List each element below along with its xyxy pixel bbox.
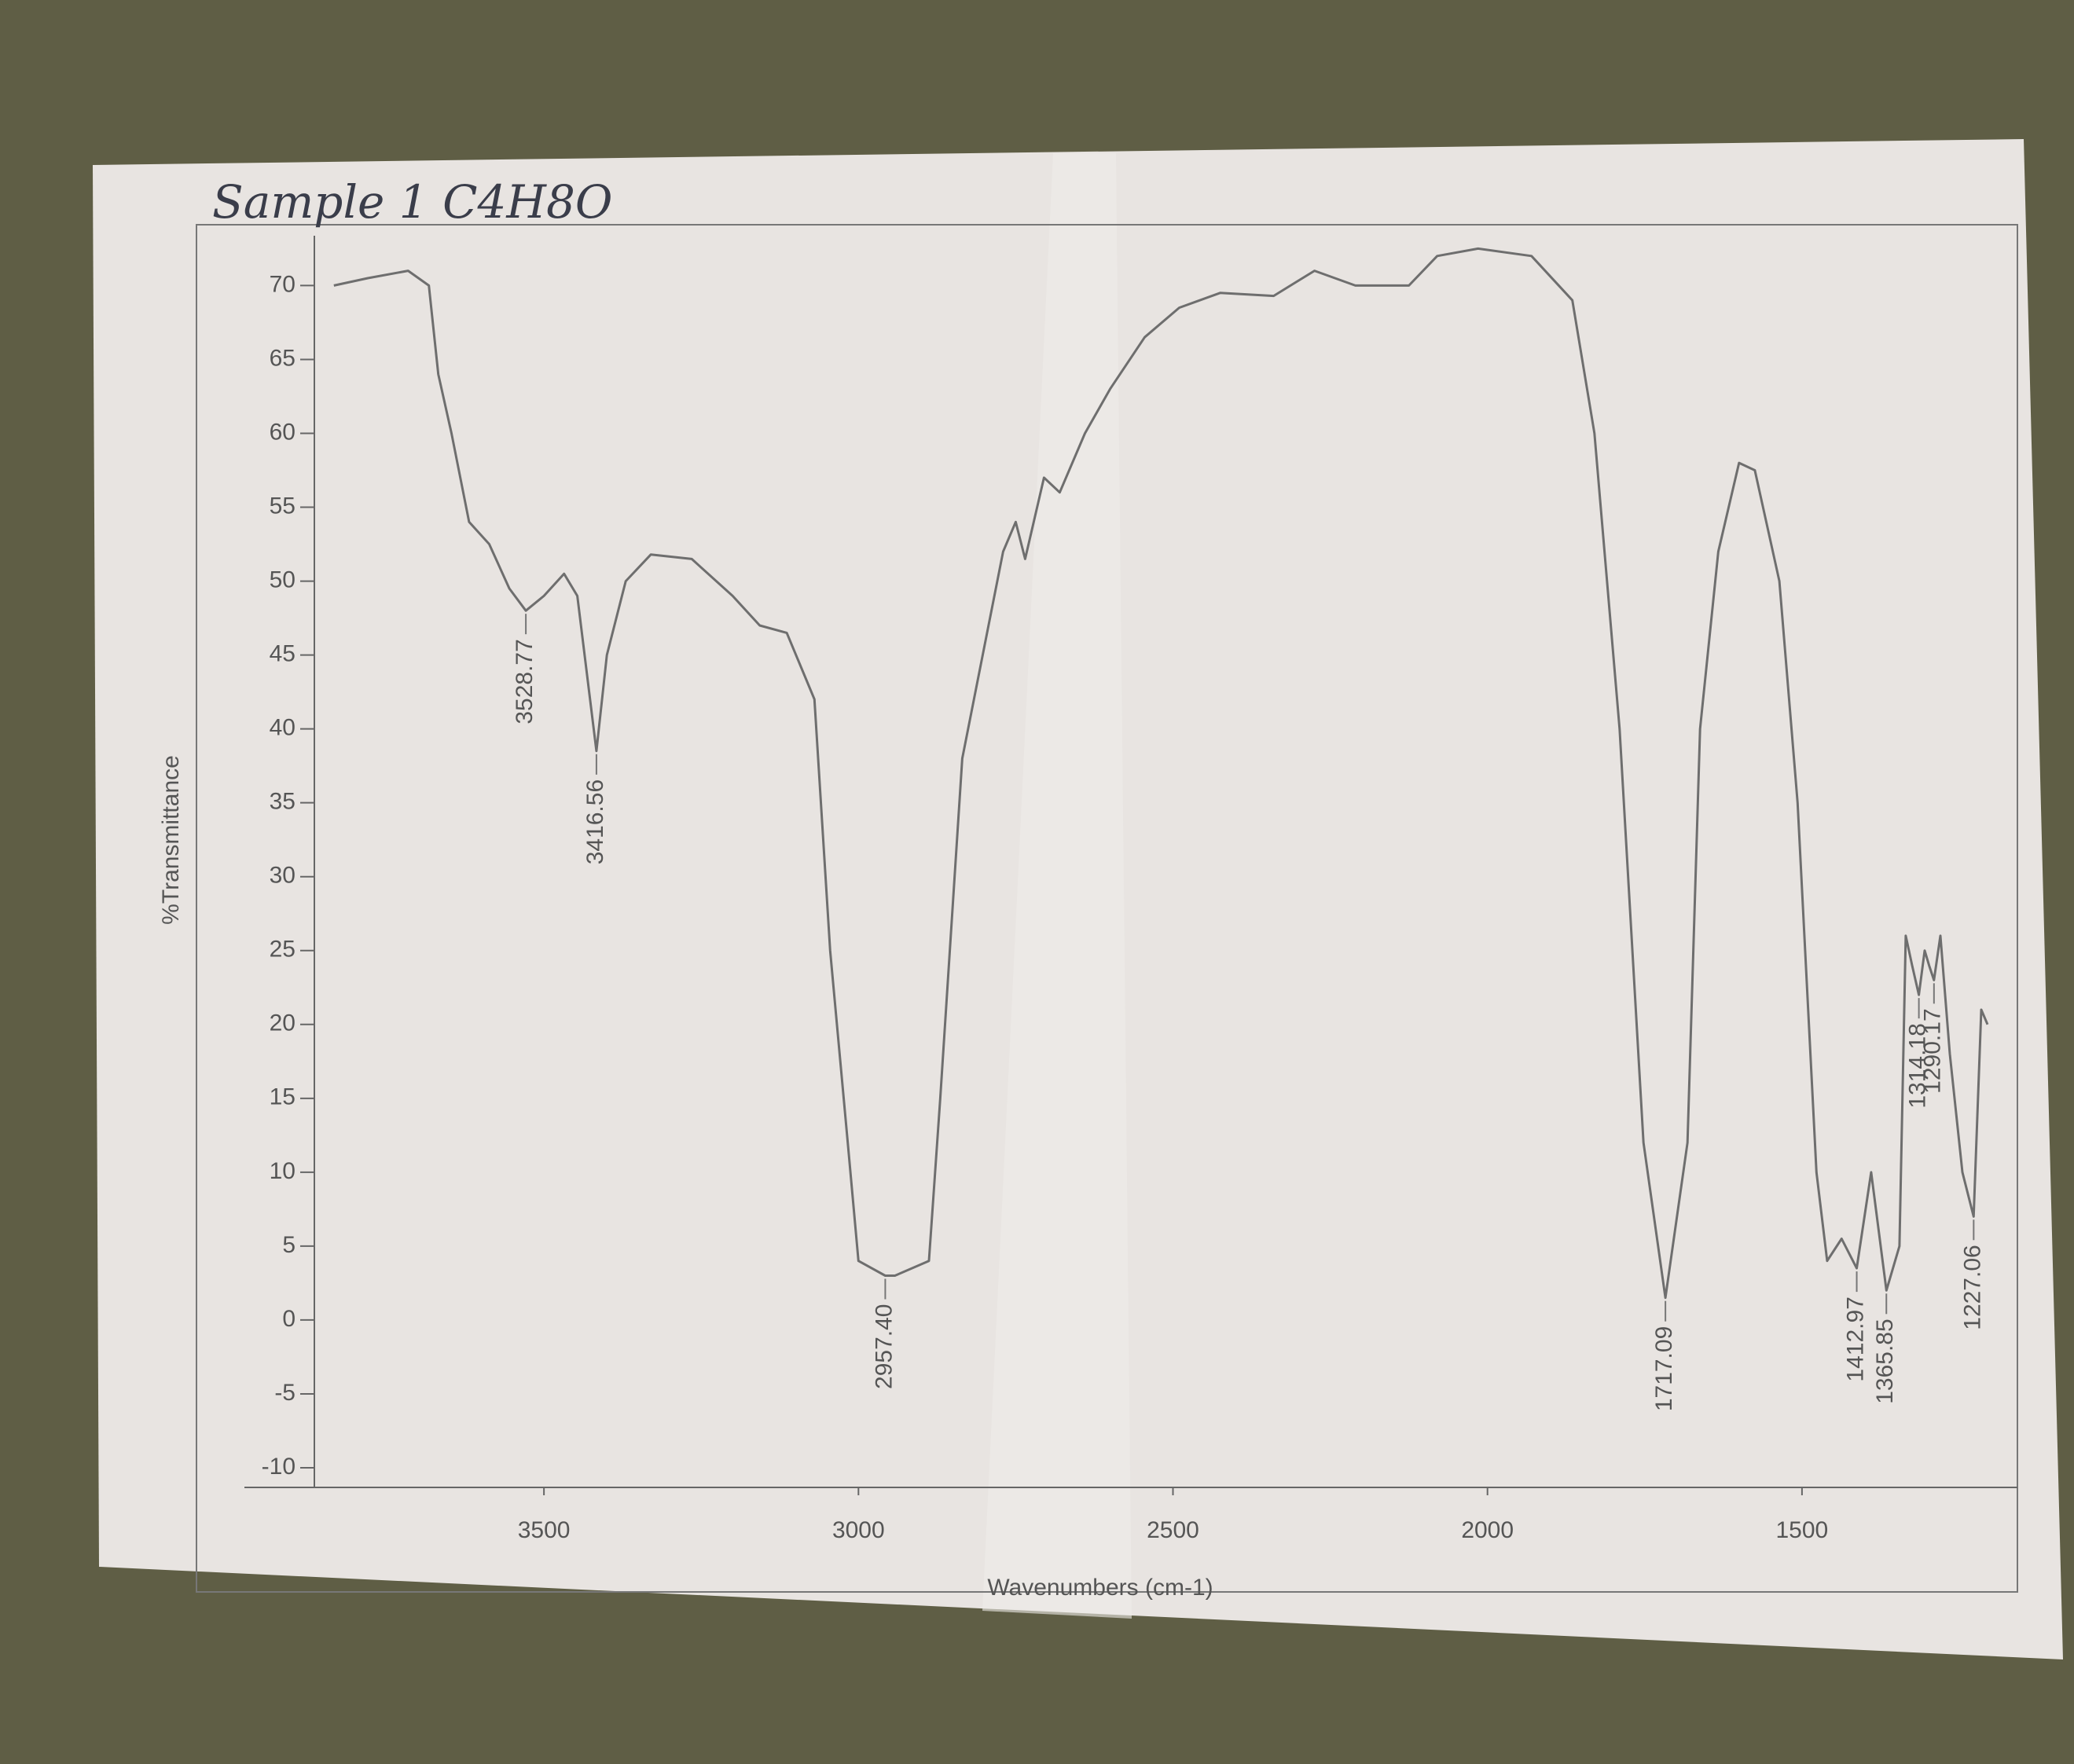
x-tick-label: 2000 bbox=[1461, 1517, 1514, 1543]
y-tick-label: 10 bbox=[270, 1158, 295, 1184]
y-tick-label: 65 bbox=[270, 345, 295, 371]
y-axis-label: %Transmittance bbox=[158, 755, 184, 925]
y-tick-label: 20 bbox=[270, 1010, 295, 1036]
y-tick-label: 30 bbox=[270, 863, 295, 889]
y-tick-label: 5 bbox=[282, 1232, 295, 1258]
y-tick-label: 0 bbox=[282, 1306, 295, 1332]
y-tick-label: 45 bbox=[270, 641, 295, 667]
y-tick-label: 15 bbox=[270, 1084, 295, 1110]
y-tick-label: 55 bbox=[270, 493, 295, 519]
x-tick-label: 3500 bbox=[518, 1517, 571, 1543]
y-tick-label: 60 bbox=[270, 419, 295, 445]
peak-label: 1290.17 bbox=[1920, 1008, 1946, 1093]
peak-label: 1314.18 bbox=[1905, 1023, 1931, 1108]
paper-fold bbox=[982, 153, 1132, 1619]
x-axis-label: Wavenumbers (cm-1) bbox=[987, 1575, 1213, 1601]
peak-label: 1227.06 bbox=[1959, 1245, 1985, 1329]
y-tick-label: 70 bbox=[270, 271, 295, 297]
peak-label: 1717.09 bbox=[1651, 1326, 1677, 1411]
x-tick-label: 1500 bbox=[1776, 1517, 1829, 1543]
y-tick-label: -5 bbox=[274, 1380, 295, 1406]
y-tick-label: 50 bbox=[270, 567, 295, 592]
frame bbox=[196, 224, 2018, 1593]
peak-label: 3528.77 bbox=[512, 639, 538, 724]
x-tick-label: 3000 bbox=[832, 1517, 885, 1543]
peak-label: 1365.85 bbox=[1872, 1318, 1898, 1403]
chart-title: Sample 1 C4H8O bbox=[212, 175, 612, 229]
peak-label: 3416.56 bbox=[582, 779, 608, 864]
y-tick-label: 40 bbox=[270, 715, 295, 741]
x-tick-label: 2500 bbox=[1147, 1517, 1199, 1543]
y-tick-label: 35 bbox=[270, 789, 295, 815]
y-tick-label: -10 bbox=[262, 1454, 295, 1480]
y-tick-label: 25 bbox=[270, 937, 295, 963]
peak-label: 2957.40 bbox=[871, 1304, 897, 1389]
peak-label: 1412.97 bbox=[1842, 1296, 1868, 1381]
spectrum-line bbox=[333, 247, 1989, 1300]
